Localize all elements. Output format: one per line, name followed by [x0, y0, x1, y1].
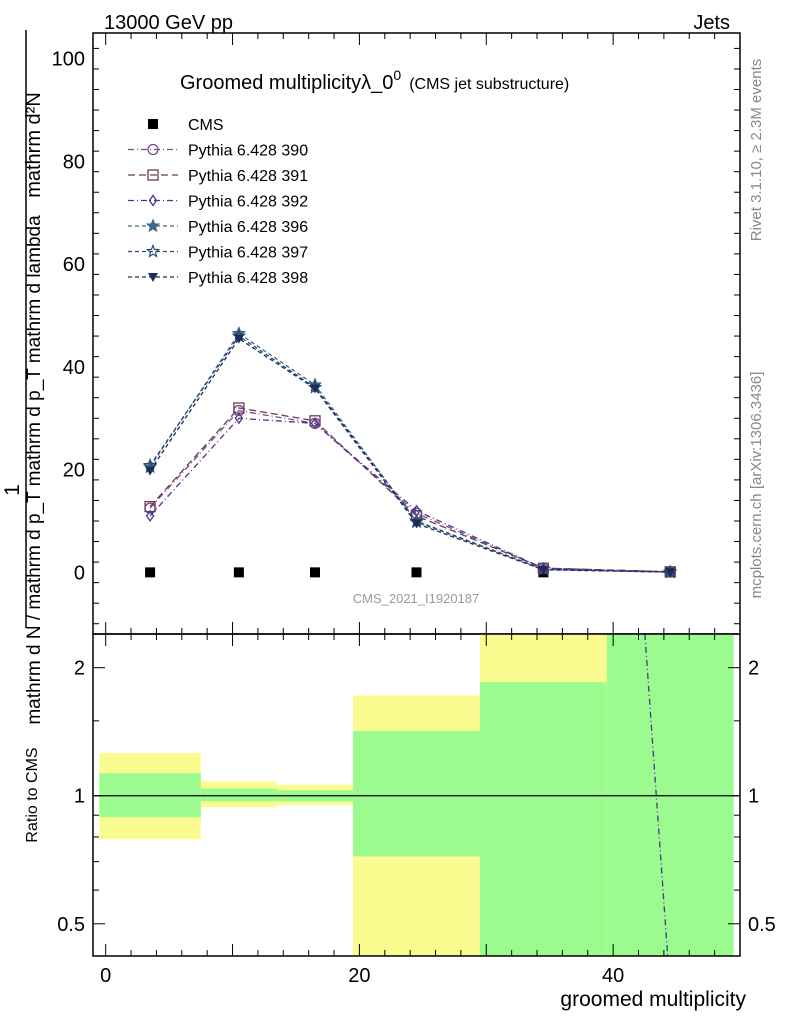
main-ytick-label: 80 — [63, 151, 85, 173]
series-line-1 — [149, 409, 671, 573]
legend-marker — [148, 194, 158, 207]
plot-title-main: Groomed multiplicityλ_0 — [180, 72, 393, 94]
ratio-band-green-1 — [200, 788, 277, 802]
plot-title-sup: 0 — [393, 67, 401, 83]
main-plot: 0 20 40 60 80 100 — [52, 32, 741, 635]
energy-label: 13000 GeV pp — [104, 12, 233, 34]
legend: CMS Pythia 6.428 390 Pythia 6.428 391 Pythi… — [128, 117, 308, 287]
series-3 — [145, 412, 675, 578]
xtick-label: 40 — [602, 965, 624, 987]
ratio-ytick-label-right: 1 — [748, 786, 759, 808]
ylabel-denominator: mathrm d N / mathrm d p_T mathrm d p_T m… — [24, 215, 45, 725]
data-point-3-1 — [234, 412, 244, 425]
xlabel: groomed multiplicity — [560, 988, 746, 1011]
legend-marker — [148, 119, 158, 129]
series-line-3 — [149, 417, 671, 573]
data-point-6-1 — [233, 334, 244, 344]
data-point-0-2 — [310, 567, 321, 578]
xtick-label: 0 — [100, 965, 111, 987]
legend-label: Pythia 6.428 390 — [188, 143, 308, 160]
xtick-label: 20 — [348, 965, 370, 987]
analysis-watermark: CMS_2021_I1920187 — [353, 591, 480, 606]
legend-item-2: Pythia 6.428 391 — [128, 168, 308, 185]
ratio-frame — [92, 633, 741, 957]
ratio-ytick-label: 1 — [74, 786, 85, 808]
mcplots-label: mcplots.cern.ch [arXiv:1306.3436] — [748, 372, 765, 599]
main-ylabel: 1 mathrm d²N mathrm d N / mathrm d p_T m… — [1, 30, 45, 725]
legend-label: Pythia 6.428 397 — [188, 245, 308, 262]
ylabel-prefix: 1 — [1, 484, 24, 496]
data-point-2-2 — [309, 415, 321, 427]
main-ytick-label: 100 — [52, 49, 85, 71]
ratio-band-green-3 — [353, 730, 480, 857]
ratio-series-line — [644, 633, 669, 957]
series-2 — [144, 402, 676, 578]
legend-label: CMS — [188, 117, 224, 134]
legend-marker — [148, 273, 158, 282]
legend-marker — [145, 218, 161, 233]
series-line-4 — [149, 332, 671, 573]
data-point-6-0 — [145, 466, 156, 476]
legend-label: Pythia 6.428 392 — [188, 194, 308, 211]
rivet-label: Rivet 3.1.10, ≥ 2.3M events — [748, 59, 765, 242]
series-1 — [144, 404, 676, 578]
series-4 — [142, 325, 678, 579]
data-point-3-2 — [310, 417, 320, 430]
main-ytick-label: 40 — [63, 357, 85, 379]
legend-item-1: Pythia 6.428 390 — [128, 143, 308, 160]
main-ytick-label: 0 — [74, 562, 85, 584]
ratio-band-green-4 — [479, 682, 607, 956]
ratio-ytick-label: 0.5 — [57, 914, 85, 936]
legend-item-4: Pythia 6.428 396 — [128, 218, 308, 236]
legend-item-0: CMS — [148, 117, 224, 134]
data-point-6-3 — [411, 519, 422, 529]
legend-label: Pythia 6.428 398 — [188, 270, 308, 287]
legend-item-5: Pythia 6.428 397 — [128, 243, 308, 262]
legend-item-3: Pythia 6.428 392 — [128, 194, 308, 211]
series-line-5 — [149, 335, 671, 573]
legend-label: Pythia 6.428 396 — [188, 219, 308, 236]
legend-marker — [147, 169, 159, 181]
ratio-ytick-label-right: 2 — [748, 658, 759, 680]
legend-marker — [147, 143, 159, 156]
series-0 — [145, 567, 676, 578]
ylabel-numerator: mathrm d²N — [23, 92, 45, 198]
ratio-ytick-label: 2 — [74, 658, 85, 680]
data-point-6-4 — [538, 565, 549, 575]
ratio-plot: 0.5 0.51 12 20 20 40 — [57, 33, 776, 987]
data-point-0-3 — [411, 567, 422, 578]
plot-title: Groomed multiplicityλ_00 (CMS jet substru… — [180, 67, 569, 94]
plot-subtitle: (CMS jet substructure) — [409, 76, 569, 93]
ratio-ytick-label-right: 0.5 — [748, 914, 776, 936]
main-ytick-label: 60 — [63, 254, 85, 276]
data-point-0-1 — [233, 567, 244, 578]
jets-label: Jets — [693, 12, 730, 34]
series-6 — [145, 334, 676, 578]
data-point-6-2 — [310, 384, 321, 394]
data-point-3-0 — [145, 509, 155, 522]
data-point-0-0 — [145, 567, 156, 578]
series-line-2 — [149, 407, 671, 573]
ratio-band-green-5 — [606, 634, 734, 956]
data-point-6-5 — [665, 568, 676, 578]
ratio-ylabel: Ratio to CMS — [24, 747, 41, 842]
series-line-6 — [149, 337, 671, 573]
main-ytick-label: 20 — [63, 460, 85, 482]
series-5 — [142, 328, 678, 579]
legend-item-6: Pythia 6.428 398 — [128, 270, 308, 287]
legend-marker — [145, 243, 161, 258]
legend-label: Pythia 6.428 391 — [188, 168, 308, 185]
